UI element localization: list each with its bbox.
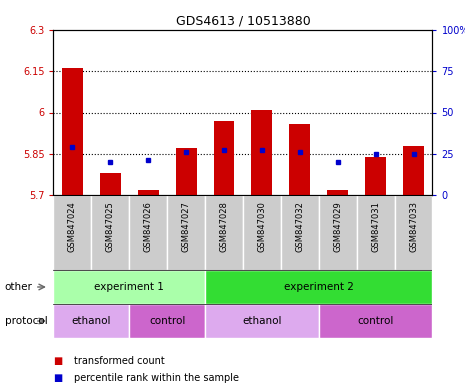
Bar bbox=[205, 270, 432, 304]
Bar bbox=[327, 189, 348, 195]
Text: protocol: protocol bbox=[5, 316, 47, 326]
Bar bbox=[62, 68, 83, 195]
Text: ethanol: ethanol bbox=[72, 316, 111, 326]
Bar bbox=[357, 195, 395, 270]
Bar bbox=[129, 304, 205, 338]
Text: ■: ■ bbox=[53, 373, 63, 383]
Text: percentile rank within the sample: percentile rank within the sample bbox=[74, 373, 239, 383]
Bar bbox=[395, 195, 432, 270]
Bar bbox=[252, 110, 272, 195]
Text: experiment 1: experiment 1 bbox=[94, 282, 164, 292]
Title: GDS4613 / 10513880: GDS4613 / 10513880 bbox=[176, 15, 310, 27]
Text: GSM847029: GSM847029 bbox=[333, 201, 342, 252]
Text: GSM847028: GSM847028 bbox=[219, 201, 228, 252]
Bar bbox=[243, 195, 281, 270]
Bar bbox=[53, 270, 205, 304]
Bar bbox=[213, 121, 234, 195]
Text: GSM847026: GSM847026 bbox=[144, 201, 153, 252]
Text: ethanol: ethanol bbox=[242, 316, 282, 326]
Text: GSM847031: GSM847031 bbox=[371, 201, 380, 252]
Text: control: control bbox=[149, 316, 186, 326]
Text: GSM847032: GSM847032 bbox=[295, 201, 304, 252]
Bar bbox=[365, 157, 386, 195]
Text: GSM847025: GSM847025 bbox=[106, 201, 115, 252]
Text: control: control bbox=[358, 316, 394, 326]
Bar bbox=[281, 195, 319, 270]
Bar bbox=[205, 304, 319, 338]
Text: GSM847027: GSM847027 bbox=[182, 201, 191, 252]
Text: ■: ■ bbox=[53, 356, 63, 366]
Bar bbox=[176, 148, 197, 195]
Text: GSM847024: GSM847024 bbox=[68, 201, 77, 252]
Bar bbox=[319, 195, 357, 270]
Bar bbox=[319, 304, 432, 338]
Bar bbox=[100, 173, 121, 195]
Bar bbox=[138, 189, 159, 195]
Bar bbox=[129, 195, 167, 270]
Text: transformed count: transformed count bbox=[74, 356, 165, 366]
Bar bbox=[91, 195, 129, 270]
Text: experiment 2: experiment 2 bbox=[284, 282, 354, 292]
Bar bbox=[289, 124, 310, 195]
Bar bbox=[53, 304, 129, 338]
Text: GSM847030: GSM847030 bbox=[258, 201, 266, 252]
Bar bbox=[53, 195, 91, 270]
Bar bbox=[167, 195, 205, 270]
Bar bbox=[403, 146, 424, 195]
Bar bbox=[205, 195, 243, 270]
Text: other: other bbox=[5, 282, 33, 292]
Text: GSM847033: GSM847033 bbox=[409, 201, 418, 252]
